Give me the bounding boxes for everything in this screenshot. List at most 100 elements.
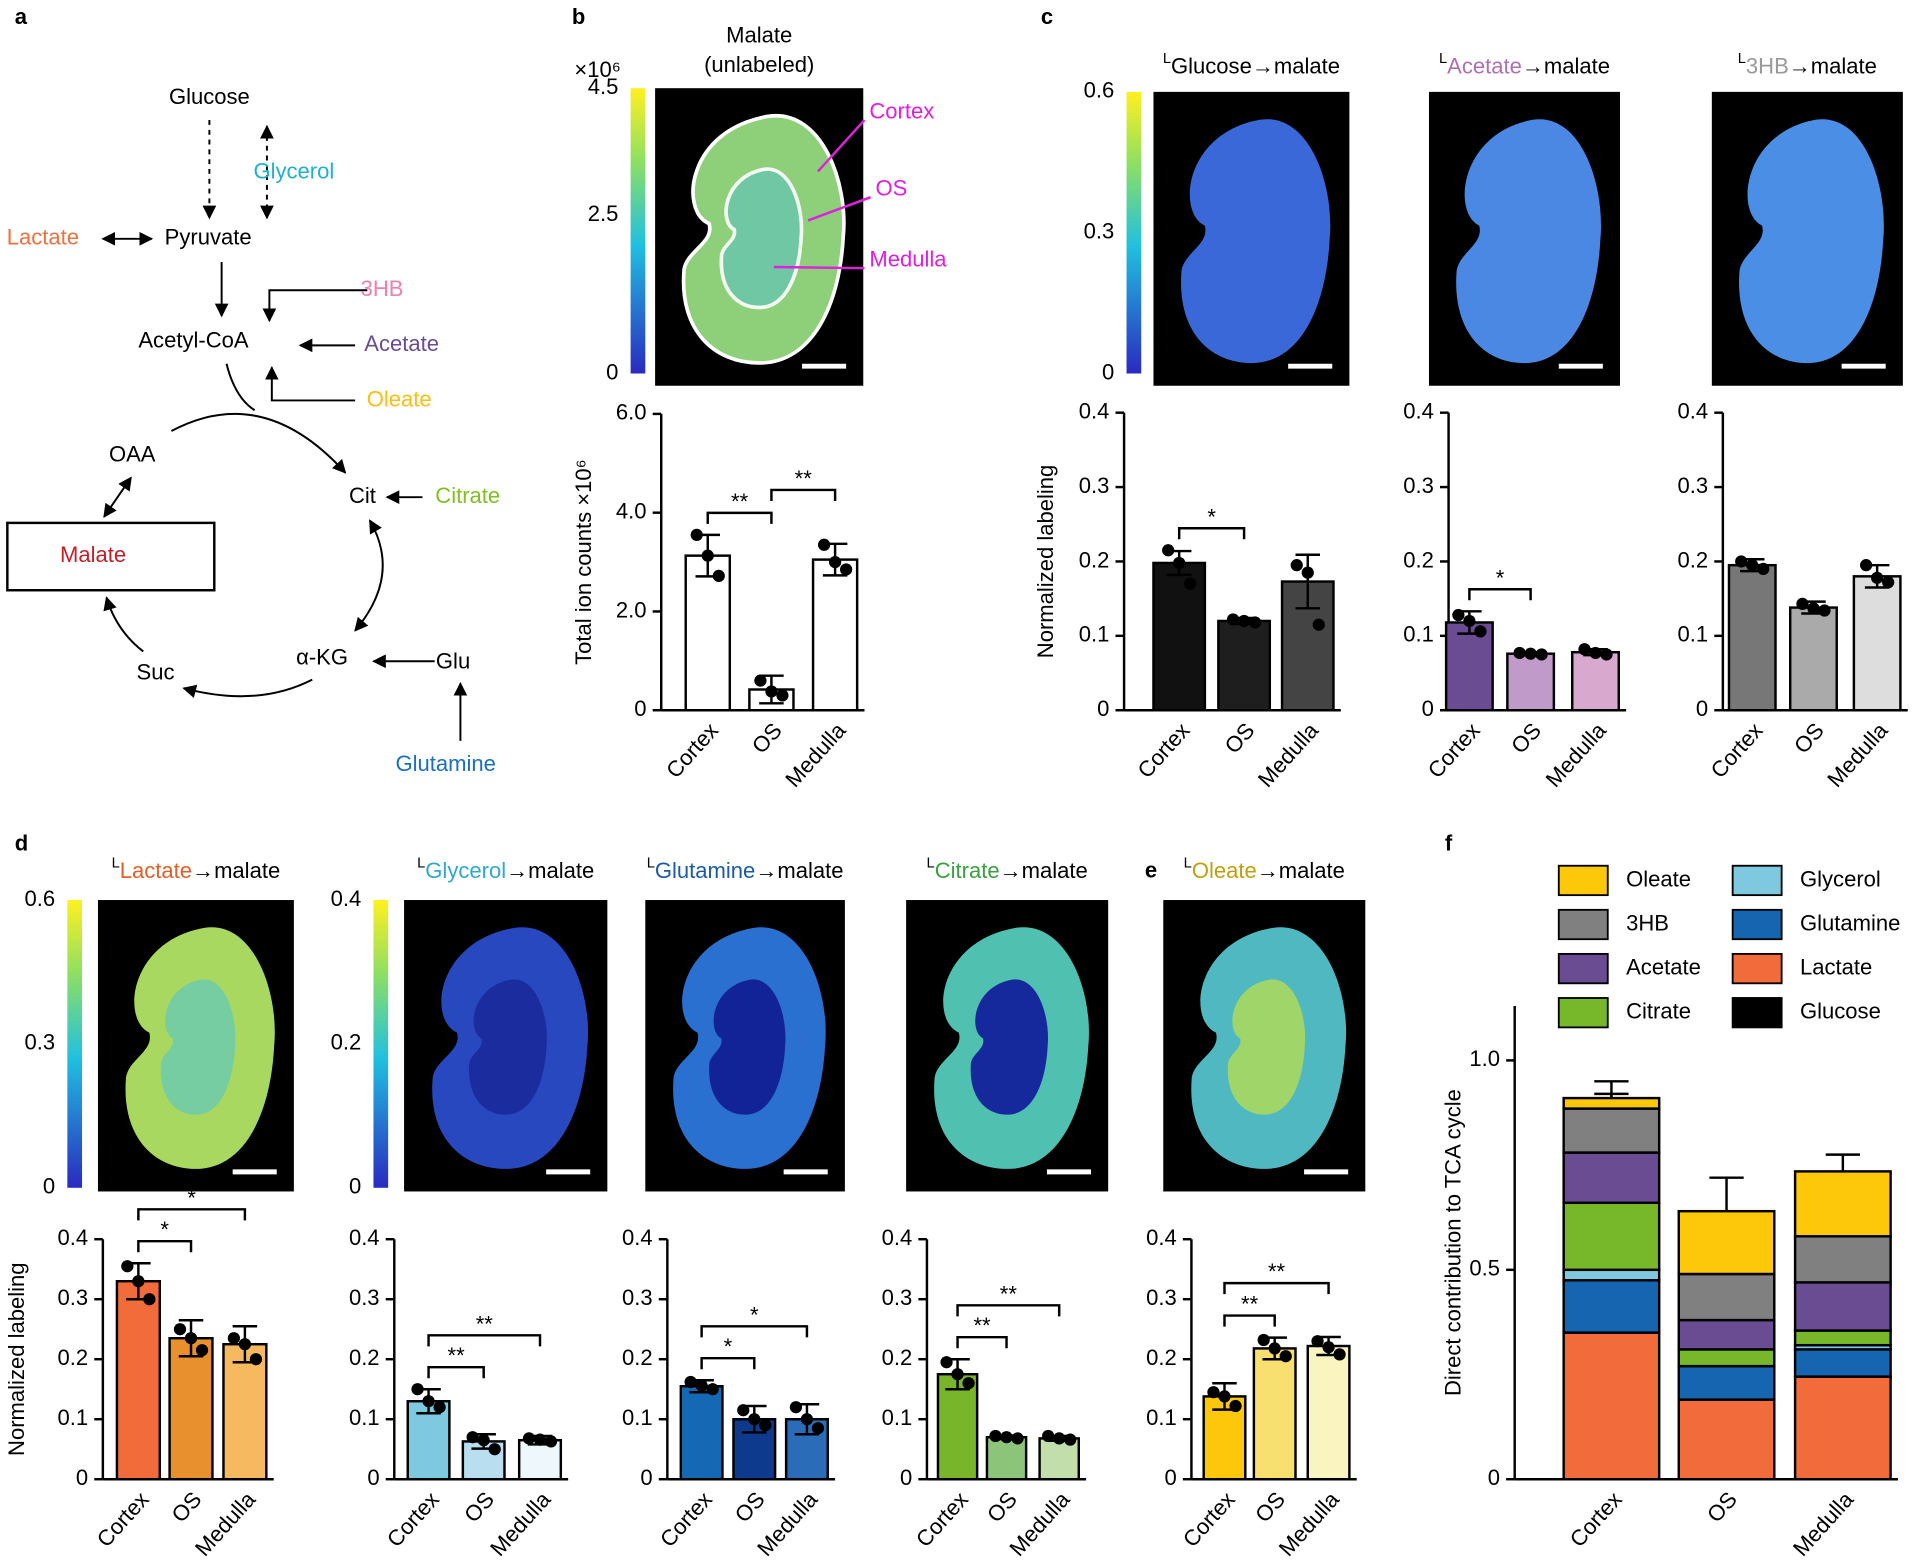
y-tick-label: 0.4 <box>1079 399 1110 424</box>
data-point <box>765 685 778 698</box>
y-tick-label: 1.0 <box>1469 1046 1500 1071</box>
pathway-node: Acetyl-CoA <box>138 327 248 352</box>
y-tick-label: 0.2 <box>1403 547 1434 572</box>
significance-label: * <box>1496 565 1505 590</box>
title-part: L <box>1163 51 1171 67</box>
colorbar-label: ×10⁶ <box>574 57 620 82</box>
legend-label: Lactate <box>1800 954 1872 979</box>
y-tick-label: 0.2 <box>622 1345 653 1370</box>
image-title: LAcetate→malate <box>1439 51 1610 79</box>
data-point <box>488 1443 501 1456</box>
title-part: L <box>417 855 425 871</box>
legend-label: Glycerol <box>1800 866 1881 891</box>
significance-label: ** <box>1268 1259 1286 1284</box>
title-part: →malate <box>755 858 843 883</box>
panel-label: d <box>15 831 28 856</box>
title-part: L <box>927 855 935 871</box>
pathway-node: Cit <box>349 483 376 508</box>
data-point <box>748 1413 761 1426</box>
significance-bracket <box>956 1335 1008 1349</box>
title-part: →malate <box>1257 858 1345 883</box>
pathway-node: Lactate <box>7 225 79 250</box>
bar <box>1280 580 1335 712</box>
y-tick-label: 0.3 <box>622 1285 653 1310</box>
x-tick-label: Medulla <box>190 1486 261 1561</box>
error-bar <box>1295 553 1320 610</box>
data-point <box>1064 1433 1077 1446</box>
image-title: (unlabeled) <box>704 52 814 77</box>
data-point <box>1229 1399 1242 1413</box>
bar <box>684 554 732 712</box>
panel-label: a <box>15 4 28 29</box>
data-point <box>1311 1335 1324 1348</box>
annotation-line <box>773 265 865 270</box>
pathway-node: Citrate <box>435 483 500 508</box>
data-point <box>522 1432 536 1445</box>
significance-label: * <box>1207 504 1216 529</box>
data-point <box>121 1260 134 1273</box>
bar <box>1727 563 1777 712</box>
y-tick-label: 0 <box>1696 696 1708 721</box>
data-point <box>477 1434 490 1447</box>
significance-bracket <box>770 488 837 501</box>
data-point <box>1807 602 1820 615</box>
data-point <box>706 1383 719 1396</box>
y-tick-label: 0 <box>76 1465 88 1490</box>
tissue-section <box>1456 119 1602 364</box>
legend-swatch <box>1731 952 1783 985</box>
data-point <box>1279 1350 1292 1363</box>
legend-swatch <box>1731 864 1783 897</box>
y-tick-label: 0 <box>1422 696 1434 721</box>
data-point <box>1257 1333 1270 1347</box>
tissue-section <box>1181 119 1331 364</box>
data-point <box>1218 1390 1231 1403</box>
pathway-node: Malate <box>60 542 126 567</box>
title-part: Citrate <box>935 858 1000 883</box>
bar-segment <box>1562 1096 1661 1110</box>
x-tick-label: OS <box>1250 1487 1290 1527</box>
y-tick-label: 0.3 <box>1678 473 1709 498</box>
image-title: LOleate→malate <box>1184 855 1345 883</box>
error-bar <box>1825 1153 1860 1172</box>
significance-label: ** <box>1000 1281 1018 1306</box>
bar <box>1788 606 1838 712</box>
panel-label: b <box>572 4 585 29</box>
bar <box>1852 575 1902 712</box>
data-point <box>195 1344 209 1357</box>
data-point <box>132 1275 145 1288</box>
legend-swatch <box>1557 908 1609 941</box>
x-tick-label: OS <box>459 1487 499 1527</box>
y-tick-label: 2.0 <box>616 597 647 622</box>
legend-swatch <box>1731 908 1783 941</box>
x-tick-label: Cortex <box>382 1487 444 1552</box>
y-tick-label: 0.4 <box>349 1225 380 1250</box>
significance-bracket <box>700 1325 809 1338</box>
image-title: LLactate→malate <box>112 855 281 883</box>
data-point <box>759 1419 772 1432</box>
data-point <box>238 1338 252 1351</box>
pathway-node: OAA <box>109 441 156 466</box>
pathway-node: Glutamine <box>396 751 496 776</box>
data-point <box>940 1356 953 1369</box>
x-tick-label: Cortex <box>1706 718 1768 783</box>
data-point <box>776 689 789 702</box>
data-point <box>1589 646 1602 660</box>
data-point <box>1333 1348 1346 1361</box>
y-tick-label: 0.4 <box>882 1225 913 1250</box>
data-point <box>1053 1432 1066 1445</box>
y-tick-label: 0 <box>1164 1465 1176 1490</box>
annotation: OS <box>876 176 908 201</box>
data-point <box>1524 647 1537 660</box>
bar-segment <box>1677 1364 1776 1401</box>
x-tick-label: Medulla <box>1541 717 1612 792</box>
bar-segment <box>1677 1398 1776 1481</box>
colorbar-tick-label: 0.3 <box>24 1030 55 1055</box>
colorbar-tick-label: 0 <box>1102 359 1114 384</box>
y-tick-label: 0.3 <box>1146 1285 1177 1310</box>
bar-segment <box>1562 1201 1661 1272</box>
data-point <box>1301 566 1314 579</box>
data-point <box>143 1293 156 1306</box>
significance-label: ** <box>731 489 749 514</box>
